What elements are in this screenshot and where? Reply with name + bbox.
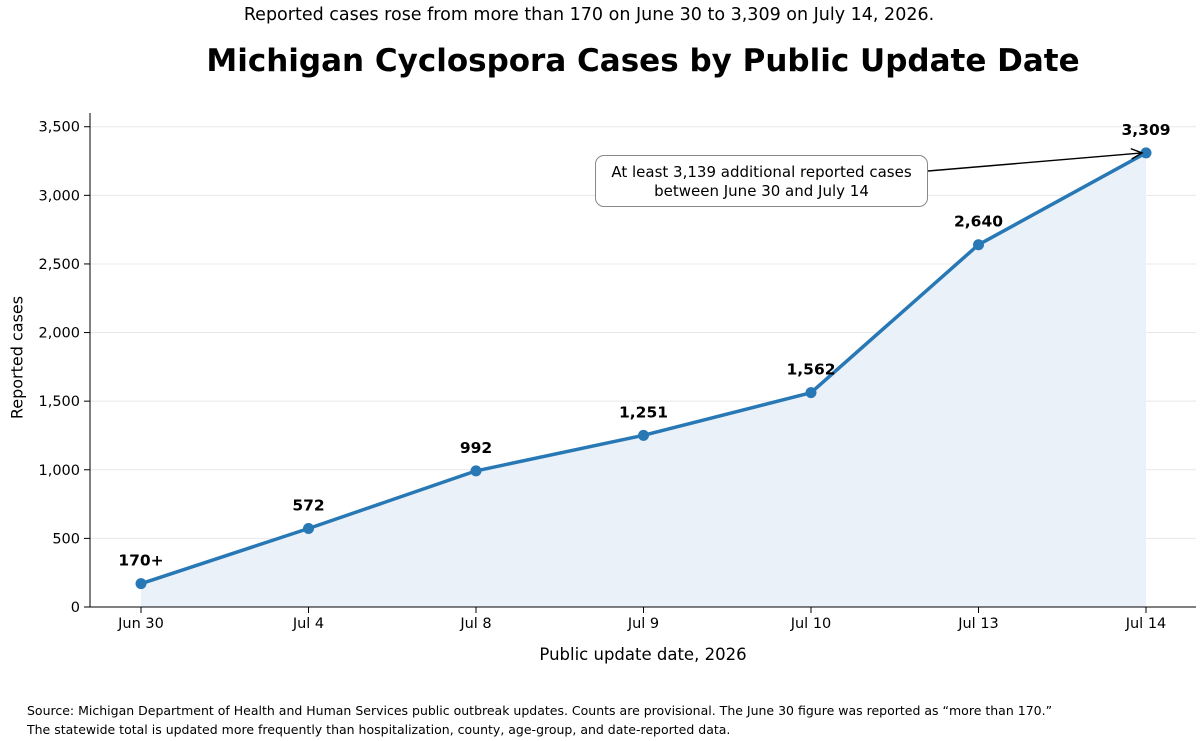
x-tick-label: Jul 13 — [957, 616, 999, 632]
source-note: Source: Michigan Department of Health an… — [27, 701, 1052, 739]
source-note-line-1: Source: Michigan Department of Health an… — [27, 703, 1053, 718]
annotation-arrow — [927, 152, 1143, 172]
annotation-line-2: between June 30 and July 14 — [654, 182, 869, 200]
y-tick-label: 1,000 — [38, 463, 80, 479]
data-label: 992 — [460, 439, 492, 457]
annotation-line-1: At least 3,139 additional reported cases — [611, 163, 912, 181]
area-fill — [141, 152, 1146, 607]
data-point — [805, 387, 817, 399]
annotation-box: At least 3,139 additional reported cases… — [595, 155, 928, 207]
data-label: 1,251 — [619, 403, 668, 421]
data-label: 3,309 — [1121, 121, 1170, 139]
data-points — [135, 147, 1152, 590]
y-tick-label: 0 — [71, 600, 80, 616]
axis-ticks: 0 500 1,000 1,500 2,000 2,500 3,000 3,500 Jun 30… — [38, 120, 1166, 632]
chart-title: Michigan Cyclospora Cases by Public Upda… — [206, 43, 1080, 79]
source-note-line-2: The statewide total is updated more freq… — [27, 722, 731, 737]
data-point — [470, 465, 482, 477]
annotation-arrowhead — [1130, 147, 1144, 160]
data-label: 1,562 — [786, 361, 835, 379]
data-label: 572 — [292, 497, 324, 515]
chart-subtitle: Reported cases rose from more than 170 o… — [243, 5, 935, 25]
x-axis-label: Public update date, 2026 — [539, 645, 747, 664]
data-point — [135, 578, 147, 590]
x-tick-label: Jul 10 — [790, 616, 832, 632]
y-tick-label: 500 — [52, 531, 80, 547]
x-tick-label: Jul 9 — [627, 616, 659, 632]
y-tick-label: 3,000 — [38, 188, 80, 204]
x-tick-label: Jul 14 — [1125, 616, 1167, 632]
x-tick-label: Jun 30 — [117, 616, 164, 632]
data-label: 2,640 — [954, 213, 1003, 231]
y-tick-label: 2,000 — [38, 326, 80, 342]
x-tick-label: Jul 4 — [292, 616, 324, 632]
data-point — [973, 239, 984, 251]
data-point — [1140, 147, 1152, 159]
y-tick-label: 1,500 — [38, 394, 80, 410]
data-point — [303, 523, 314, 535]
data-labels: 170+ 572 992 1,251 1,562 2,640 3,309 — [118, 121, 1170, 570]
y-tick-label: 3,500 — [38, 120, 80, 136]
data-point — [638, 429, 649, 441]
data-label: 170+ — [118, 552, 163, 570]
x-tick-label: Jul 8 — [459, 616, 491, 632]
y-tick-label: 2,500 — [38, 257, 80, 273]
